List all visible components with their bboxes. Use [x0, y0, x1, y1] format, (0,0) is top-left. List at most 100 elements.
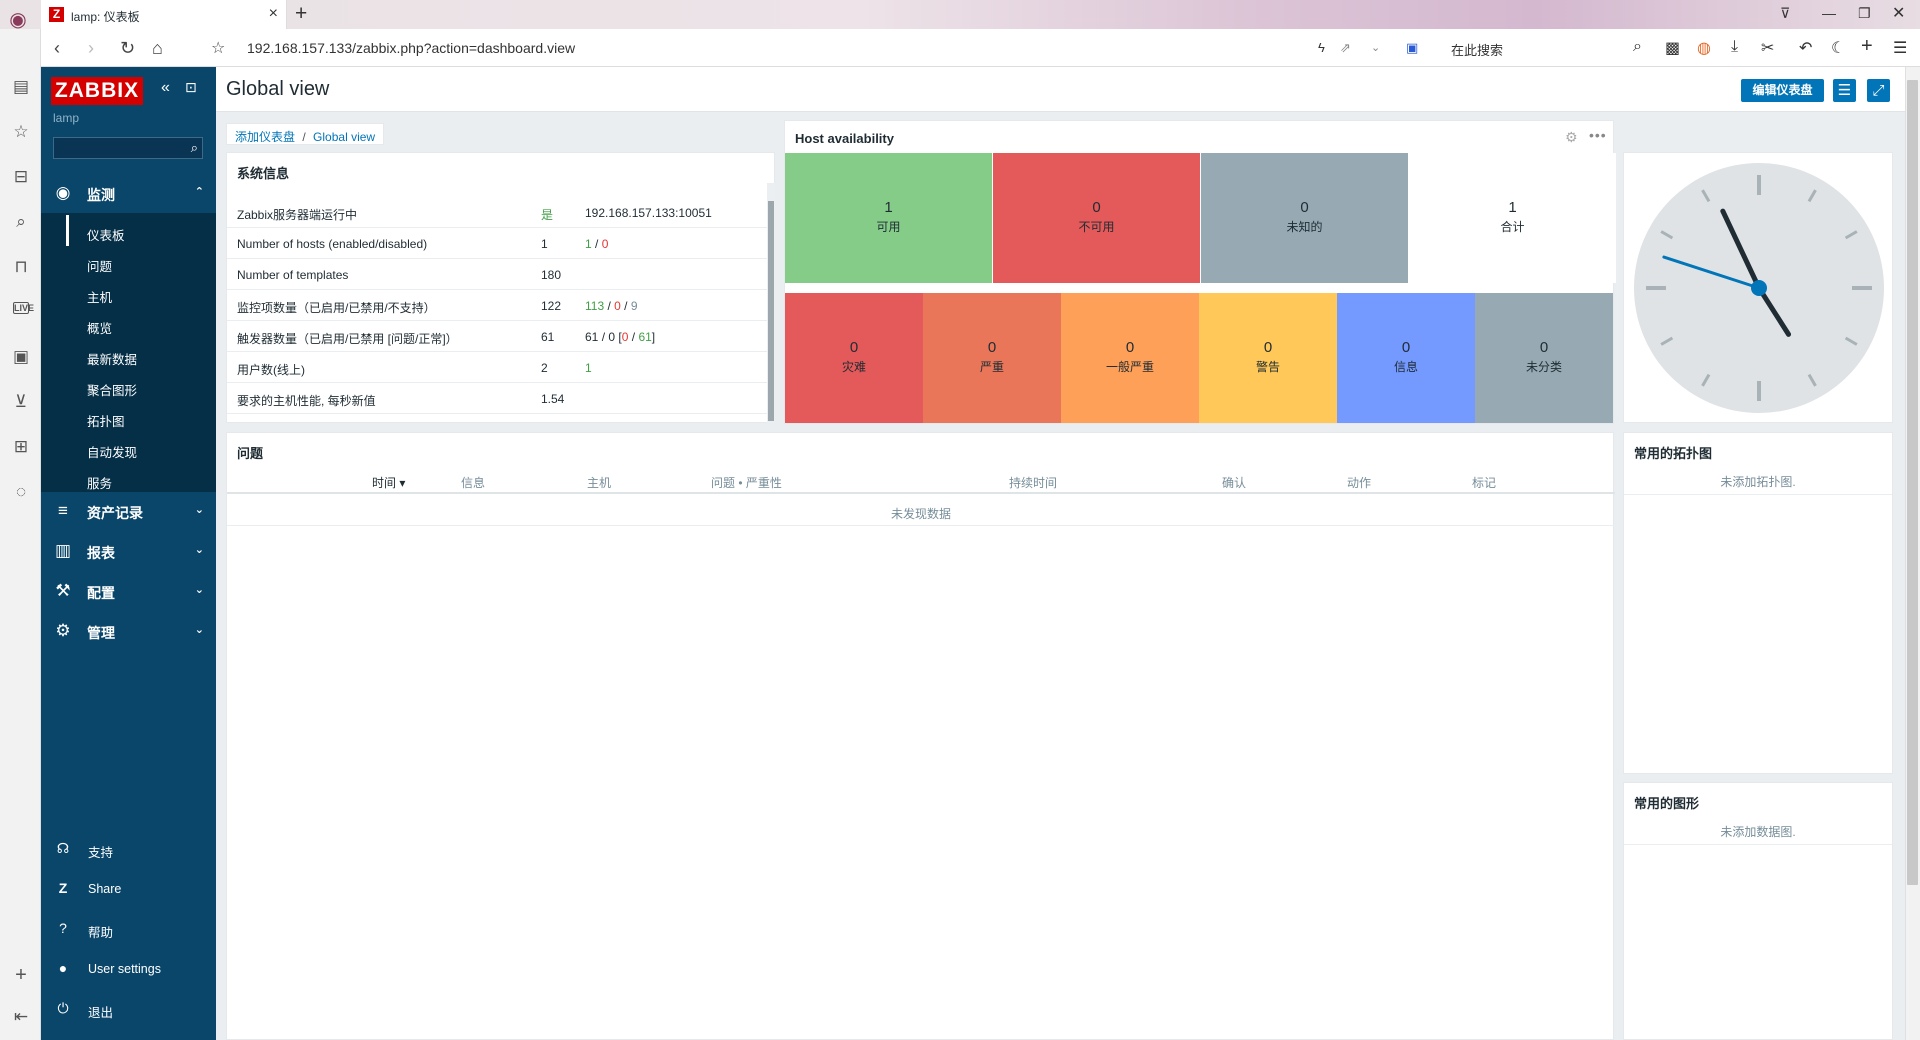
browser-tab-bar: Z lamp: 仪表板 × + ⊽ — ❐ ✕: [0, 0, 1920, 29]
table-row: Number of templates 180: [227, 259, 768, 290]
column-host[interactable]: 主机: [587, 476, 612, 490]
severity-cell[interactable]: 0 一般严重: [1061, 293, 1199, 423]
menu-item-latest-data[interactable]: 最新数据: [87, 353, 138, 367]
dashboard-list-icon[interactable]: ☰: [1833, 79, 1856, 102]
severity-cell[interactable]: 0 信息: [1337, 293, 1475, 423]
chat-icon[interactable]: ◌: [15, 482, 27, 501]
browser-tab[interactable]: Z lamp: 仪表板 ×: [41, 0, 287, 29]
severity-label: 信息: [1393, 360, 1418, 374]
menu-support[interactable]: ☊ 支持: [56, 840, 114, 860]
home-icon[interactable]: ⌂: [152, 38, 163, 58]
bookmark-star-icon[interactable]: ☆: [211, 40, 226, 57]
severity-cell[interactable]: 0 警告: [1199, 293, 1337, 423]
clock-tick: [1844, 336, 1858, 346]
menu-configuration[interactable]: ⚒ 配置 ⌄: [41, 572, 216, 610]
url-text[interactable]: 192.168.157.133/zabbix.php?action=dashbo…: [247, 40, 576, 56]
widget-scrollbar[interactable]: [767, 183, 775, 423]
menu-item-maps[interactable]: 拓扑图: [87, 415, 125, 429]
menu-inventory[interactable]: ≡ 资产记录 ⌄: [41, 492, 216, 530]
reload-icon[interactable]: ↻: [120, 38, 136, 58]
severity-cell[interactable]: 0 严重: [923, 293, 1061, 423]
menu-item-screens[interactable]: 聚合图形: [87, 384, 138, 398]
menu-item-dashboard[interactable]: 仪表板: [66, 215, 216, 246]
video-icon[interactable]: ▣: [12, 347, 30, 366]
share-icon[interactable]: ⇗: [1340, 40, 1351, 55]
forward-icon[interactable]: ›: [88, 38, 94, 58]
menu-share[interactable]: Z Share: [41, 870, 216, 906]
night-mode-icon[interactable]: ☾: [1831, 40, 1846, 57]
flash-icon[interactable]: ϟ: [1318, 40, 1325, 55]
undo-icon[interactable]: ↶: [1799, 40, 1813, 57]
search-icon[interactable]: ⌕: [1633, 38, 1642, 55]
availability-cell[interactable]: 0 未知的: [1201, 153, 1408, 283]
close-window-icon[interactable]: ✕: [1892, 5, 1906, 22]
gear-icon[interactable]: ⚙: [1565, 129, 1578, 145]
game-icon[interactable]: ◍: [1697, 40, 1711, 57]
restore-icon[interactable]: ❐: [1858, 5, 1871, 21]
menu-reports[interactable]: ▥ 报表 ⌄: [54, 541, 204, 561]
column-problem[interactable]: 问题 • 严重性: [711, 476, 782, 490]
column-time[interactable]: 时间 ▾: [372, 476, 406, 490]
pin-icon[interactable]: ⊽: [1780, 5, 1791, 21]
chevron-down-icon: ⌄: [194, 504, 204, 516]
live-icon[interactable]: LIVE: [13, 302, 35, 314]
menu-icon[interactable]: ☰: [1893, 40, 1908, 57]
hide-sidebar-icon[interactable]: ⊡: [185, 79, 197, 95]
availability-cell[interactable]: 0 不可用: [993, 153, 1200, 283]
clock-tick: [1807, 373, 1817, 387]
availability-cell[interactable]: 1 可用: [785, 153, 992, 283]
add-rail-icon[interactable]: +: [15, 964, 27, 986]
chevron-down-icon: ⌄: [194, 544, 204, 556]
inbox-icon[interactable]: ⊟: [13, 167, 29, 186]
book-icon[interactable]: ⊓: [14, 257, 28, 276]
column-info: 信息: [461, 476, 486, 490]
column-tags: 标记: [1472, 476, 1497, 490]
fullscreen-icon[interactable]: ⤢: [1867, 79, 1890, 102]
menu-help[interactable]: ? 帮助: [41, 910, 216, 946]
page-title: Global view: [226, 78, 330, 100]
availability-cell[interactable]: 1 合计: [1409, 153, 1616, 283]
browser-search-input[interactable]: 在此搜索: [1451, 43, 1504, 58]
severity-cell[interactable]: 0 灾难: [785, 293, 923, 423]
menu-item-problems[interactable]: 问题: [87, 260, 113, 274]
scissors-icon[interactable]: ✂: [1761, 40, 1775, 57]
severity-cell[interactable]: 0 未分类: [1475, 293, 1613, 423]
extension-icon[interactable]: ▩: [1665, 40, 1681, 57]
search-icon[interactable]: ⌕: [190, 140, 198, 155]
download-icon[interactable]: ⤓: [1731, 38, 1739, 55]
menu-user-settings[interactable]: ● User settings: [41, 950, 216, 986]
availability-count: 1: [884, 199, 893, 216]
close-tab-icon[interactable]: ×: [268, 5, 278, 22]
more-options-icon[interactable]: •••: [1589, 127, 1607, 143]
chevron-down-icon[interactable]: ⌄: [1371, 42, 1381, 54]
chevron-down-icon: ⌄: [194, 584, 204, 596]
breadcrumb-current[interactable]: Global view: [313, 130, 376, 144]
menu-item-overview[interactable]: 概览: [87, 322, 113, 336]
back-icon[interactable]: ‹: [54, 38, 60, 58]
clock-tick: [1701, 373, 1711, 387]
reader-icon[interactable]: ▤: [12, 77, 30, 96]
minimize-icon[interactable]: —: [1822, 5, 1836, 21]
page-scrollbar-thumb[interactable]: [1907, 80, 1918, 885]
hour-hand: [1756, 285, 1792, 337]
menu-monitoring[interactable]: ◉ 监测 ⌃: [41, 174, 216, 212]
edit-dashboard-button[interactable]: 编辑仪表盘: [1741, 79, 1824, 102]
menu-item-services[interactable]: 服务: [87, 477, 113, 491]
menu-sign-out[interactable]: ⏻ 退出: [41, 990, 216, 1026]
collapse-rail-icon[interactable]: ⇤: [13, 1007, 29, 1026]
breadcrumb-parent[interactable]: 添加仪表盘: [235, 130, 296, 144]
menu-item-discovery[interactable]: 自动发现: [87, 446, 138, 460]
star-icon[interactable]: ☆: [13, 122, 29, 141]
new-tab-icon[interactable]: +: [295, 2, 308, 25]
menu-item-hosts[interactable]: 主机: [87, 291, 113, 305]
menu-administration[interactable]: ⚙ 管理 ⌄: [41, 612, 216, 650]
collapse-sidebar-icon[interactable]: «: [161, 79, 170, 96]
translate-icon[interactable]: ⊞: [13, 437, 29, 456]
sidebar-search-input[interactable]: ⌕: [53, 137, 203, 159]
widget-title: 常用的图形: [1634, 796, 1700, 811]
search-engine-icon[interactable]: ▣: [1406, 40, 1419, 55]
search-rail-icon[interactable]: ⌕: [16, 212, 26, 231]
add-icon[interactable]: +: [1861, 35, 1873, 57]
zabbix-logo[interactable]: ZABBIX: [51, 77, 143, 105]
cart-icon[interactable]: ⊻: [14, 392, 28, 411]
